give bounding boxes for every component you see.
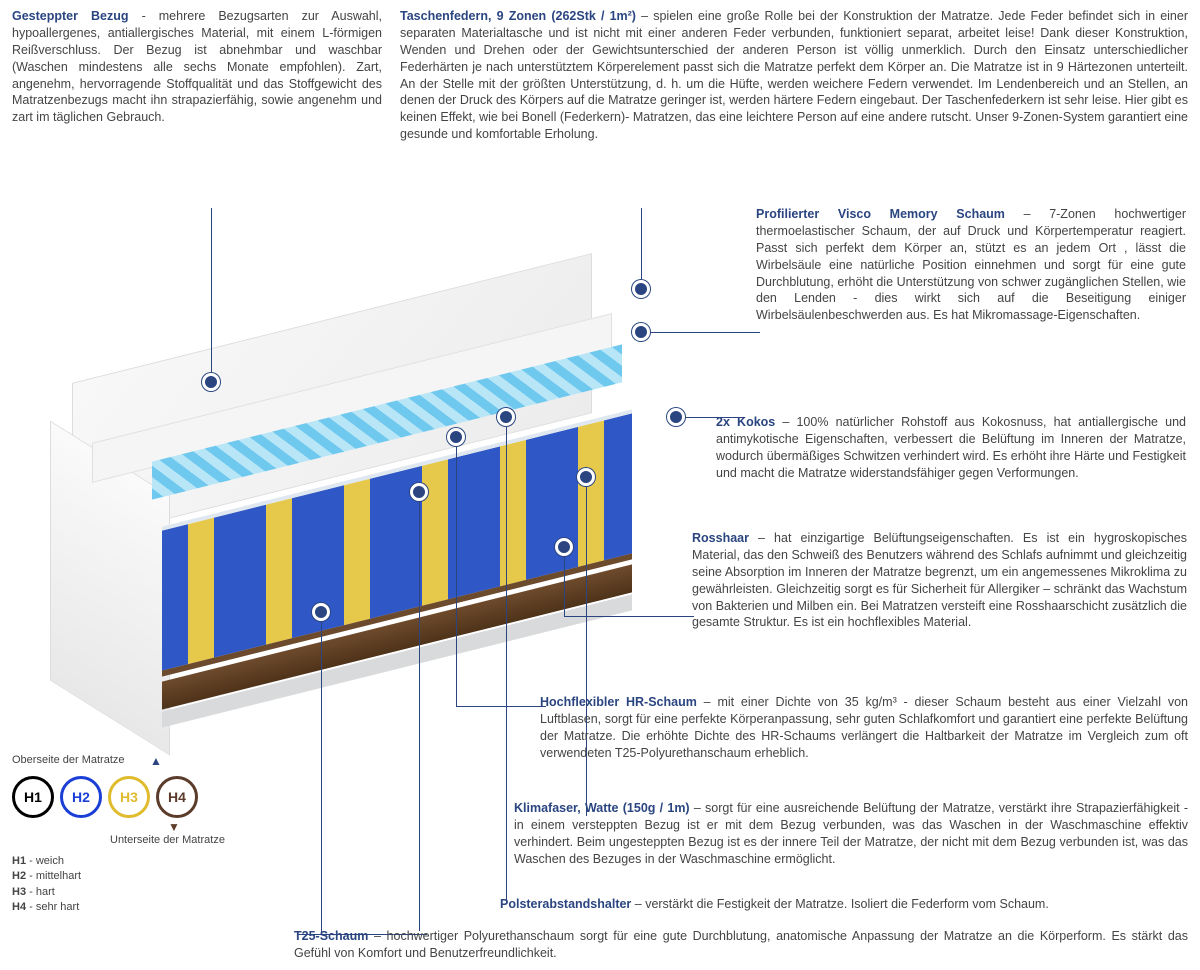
kokos-text: – 100% natürlicher Rohstoff aus Kokosnus… bbox=[716, 415, 1186, 480]
hotspot-klima bbox=[577, 468, 595, 486]
leader-cover bbox=[211, 208, 212, 373]
hardness-circles: H1H2H3H4 bbox=[12, 776, 242, 818]
springs-description: Taschenfedern, 9 Zonen (262Stk / 1m²) – … bbox=[400, 8, 1188, 143]
hr-title: Hochflexibler HR-Schaum bbox=[540, 695, 697, 709]
hr-section: Hochflexibler HR-Schaum – mit einer Dich… bbox=[540, 694, 1188, 762]
t25-section: T25-Schaum – hochwertiger Polyurethansch… bbox=[294, 928, 1188, 962]
t25-title: T25-Schaum bbox=[294, 929, 368, 943]
leader-klima bbox=[586, 486, 587, 816]
polster-text: – verstärkt die Festigkeit der Matratze.… bbox=[631, 897, 1049, 911]
cover-title: Gesteppter Bezug bbox=[12, 9, 129, 23]
leader-visco bbox=[650, 332, 760, 333]
hotspot-springs bbox=[632, 280, 650, 298]
polster-title: Polsterabstandshalter bbox=[500, 897, 631, 911]
hotspot-t25 bbox=[410, 483, 428, 501]
hotspot-side bbox=[312, 603, 330, 621]
hardness-legend-item: H2 - mittelhart bbox=[12, 869, 242, 884]
visco-title: Profilierter Visco Memory Schaum bbox=[756, 207, 1005, 221]
hotspot-cover bbox=[202, 373, 220, 391]
hardness-legend-item: H4 - sehr hart bbox=[12, 900, 242, 915]
visco-text: – 7-Zonen hochwertiger thermoelastischer… bbox=[756, 207, 1186, 322]
hotspot-hr bbox=[447, 428, 465, 446]
klima-title: Klimafaser, Watte (150g / 1m) bbox=[514, 801, 690, 815]
cover-description: Gesteppter Bezug - mehrere Bezugsarten z… bbox=[12, 8, 382, 143]
hardness-circle: H2 bbox=[60, 776, 102, 818]
visco-section: Profilierter Visco Memory Schaum – 7-Zon… bbox=[756, 206, 1186, 324]
leader-hr-h bbox=[456, 706, 546, 707]
rosshaar-section: Rosshaar – hat einzigartige Belüftungsei… bbox=[692, 530, 1187, 631]
arrow-up-icon: ▲ bbox=[150, 754, 162, 768]
leader-hr bbox=[456, 446, 457, 706]
cover-text: - mehrere Bezugsarten zur Auswahl, hypoa… bbox=[12, 9, 382, 124]
hardness-top-label: Oberseite der Matratze bbox=[12, 754, 125, 766]
hardness-circle: H1 bbox=[12, 776, 54, 818]
polster-section: Polsterabstandshalter – verstärkt die Fe… bbox=[500, 896, 1188, 913]
hardness-legend-item: H3 - hart bbox=[12, 885, 242, 900]
klima-section: Klimafaser, Watte (150g / 1m) – sorgt fü… bbox=[514, 800, 1188, 868]
hotspot-visco bbox=[632, 323, 650, 341]
kokos-title: 2x Kokos bbox=[716, 415, 775, 429]
hardness-bottom-label: Unterseite der Matratze bbox=[110, 834, 225, 846]
hotspot-rosshaar bbox=[555, 538, 573, 556]
springs-text: – spielen eine große Rolle bei der Konst… bbox=[400, 9, 1188, 141]
leader-springs bbox=[641, 208, 642, 280]
hardness-circle: H4 bbox=[156, 776, 198, 818]
hardness-legend: Oberseite der Matratze ▲ H1H2H3H4 ▼ Unte… bbox=[12, 754, 242, 916]
hardness-legend-list: H1 - weichH2 - mittelhartH3 - hartH4 - s… bbox=[12, 854, 242, 916]
hotspot-polster bbox=[497, 408, 515, 426]
kokos-section: 2x Kokos – 100% natürlicher Rohstoff aus… bbox=[716, 414, 1186, 482]
leader-rosshaar-v bbox=[564, 556, 565, 616]
arrow-down-icon: ▼ bbox=[168, 820, 180, 834]
springs-title: Taschenfedern, 9 Zonen (262Stk / 1m²) bbox=[400, 9, 636, 23]
mattress-diagram bbox=[12, 208, 732, 748]
leader-rosshaar-h bbox=[564, 616, 694, 617]
leader-polster bbox=[506, 426, 507, 904]
t25-text: – hochwertiger Polyurethanschaum sorgt f… bbox=[294, 929, 1188, 960]
hotspot-kokos bbox=[667, 408, 685, 426]
leader-t25 bbox=[419, 501, 420, 931]
hardness-legend-item: H1 - weich bbox=[12, 854, 242, 869]
rosshaar-title: Rosshaar bbox=[692, 531, 749, 545]
hardness-circle: H3 bbox=[108, 776, 150, 818]
mattress-illustration bbox=[32, 308, 712, 728]
rosshaar-text: – hat einzigartige Belüftungseigenschaft… bbox=[692, 531, 1187, 629]
leader-side-klima bbox=[321, 621, 322, 934]
